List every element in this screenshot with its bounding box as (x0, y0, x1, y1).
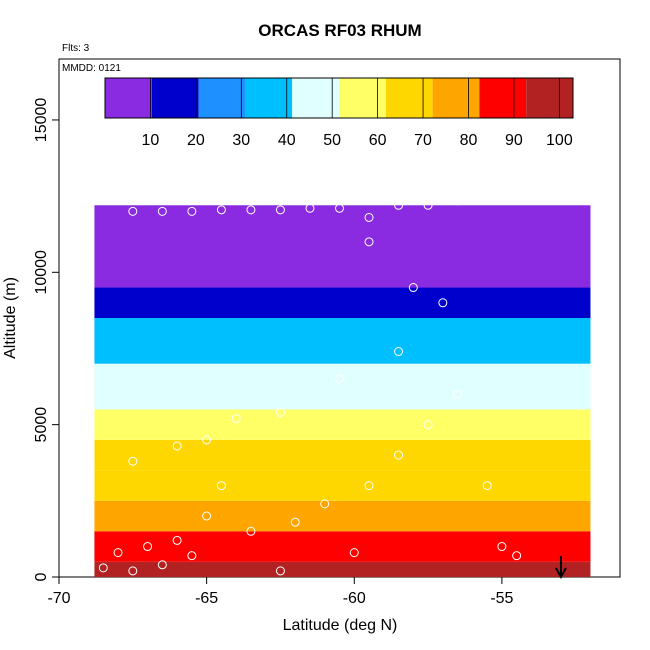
x-axis-label: Latitude (deg N) (283, 617, 398, 634)
heatmap-band (94, 363, 591, 410)
flight-point (202, 511, 212, 521)
date-label: MMDD: 0121 (62, 63, 121, 74)
heatmap-band (94, 531, 591, 562)
flight-points (98, 188, 551, 576)
colorbar-tick-label: 50 (323, 132, 341, 149)
flight-point (187, 551, 197, 561)
flight-point (187, 206, 197, 216)
flight-point (157, 206, 167, 216)
flight-point (128, 566, 138, 576)
x-tick-label: -65 (195, 590, 218, 607)
colorbar-tick-label: 100 (546, 132, 573, 149)
heatmap (94, 205, 591, 577)
flight-point (246, 526, 256, 536)
colorbar-swatch (151, 78, 199, 118)
chart-title: ORCAS RF03 RHUM (258, 21, 421, 40)
flight-point (216, 205, 226, 215)
flight-point (143, 542, 153, 552)
flight-point (320, 499, 330, 509)
flight-point (394, 347, 404, 357)
y-tick-label: 15000 (33, 98, 50, 143)
heatmap-band (94, 500, 591, 532)
colorbar-tick-label: 40 (278, 132, 296, 149)
colorbar-swatch (198, 78, 246, 118)
flight-point (128, 206, 138, 216)
heatmap-band (94, 470, 591, 501)
colorbar-tick-label: 30 (232, 132, 250, 149)
flight-point (290, 517, 300, 527)
flight-point (113, 548, 123, 558)
flight-point (482, 194, 492, 204)
flight-point (128, 456, 138, 466)
flight-point (408, 283, 418, 293)
flight-point (275, 566, 285, 576)
x-tick-label: -55 (490, 590, 513, 607)
flight-point (157, 560, 167, 570)
heatmap-band (94, 205, 591, 288)
colorbar-tick-label: 90 (505, 132, 523, 149)
heatmap-band (94, 409, 591, 440)
colorbar-swatch (432, 78, 480, 118)
heatmap-band (94, 287, 591, 318)
flight-point (497, 542, 507, 552)
flight-point (482, 481, 492, 491)
heatmap-band (94, 318, 591, 364)
colorbar-tick-label: 10 (142, 132, 160, 149)
flight-point (512, 551, 522, 561)
colorbar-tick-label: 60 (369, 132, 387, 149)
x-tick-label: -70 (47, 590, 70, 607)
flight-point (246, 205, 256, 215)
flight-point (335, 374, 344, 384)
flight-point (541, 188, 551, 198)
arrow-head (555, 567, 567, 580)
flight-point (438, 298, 448, 308)
flight-point (98, 563, 108, 573)
colorbar: 10 20 30 40 50 60 70 80 90 100 (104, 77, 574, 149)
heatmap-band (94, 439, 591, 471)
flights-label: Flts: 3 (62, 43, 90, 54)
flight-point (216, 481, 226, 491)
flight-point (423, 200, 433, 210)
colorbar-swatch (245, 78, 293, 118)
y-axis: 0 5000 10000 15000 (33, 98, 59, 581)
colorbar-swatch (292, 78, 339, 118)
flight-point (202, 435, 212, 445)
colorbar-tick-label: 80 (460, 132, 478, 149)
flight-point (172, 441, 182, 451)
flight-point (453, 389, 463, 399)
colorbar-swatch (339, 78, 386, 118)
y-tick-label: 10000 (33, 250, 50, 295)
flight-point (305, 203, 315, 213)
x-tick-label: -60 (343, 590, 366, 607)
colorbar-swatch (526, 78, 573, 118)
x-axis: -70 -65 -60 -55 (47, 577, 514, 607)
flight-point (275, 407, 285, 417)
flight-point (423, 420, 433, 430)
flight-point (512, 191, 522, 201)
flight-point (364, 481, 374, 491)
flight-point (364, 212, 374, 222)
colorbar-swatch (105, 78, 152, 118)
colorbar-tick-label: 70 (414, 132, 432, 149)
plot-area (58, 58, 621, 578)
flight-point (335, 203, 344, 213)
y-tick-label: 5000 (33, 407, 50, 443)
arrow-marker (555, 556, 567, 580)
colorbar-swatch (479, 78, 527, 118)
colorbar-frame (104, 77, 574, 119)
flight-point (364, 237, 374, 247)
flight-point (172, 535, 182, 545)
flight-point (349, 548, 359, 558)
flight-point (394, 450, 404, 460)
flight-point (394, 200, 404, 210)
flight-point (231, 414, 241, 424)
y-axis-label: Altitude (m) (2, 277, 19, 359)
flight-point (275, 205, 285, 215)
y-tick-label: 0 (33, 572, 50, 581)
colorbar-swatch (385, 78, 433, 118)
colorbar-tick-label: 20 (187, 132, 205, 149)
flight-point (453, 196, 463, 206)
heatmap-band (94, 561, 591, 577)
